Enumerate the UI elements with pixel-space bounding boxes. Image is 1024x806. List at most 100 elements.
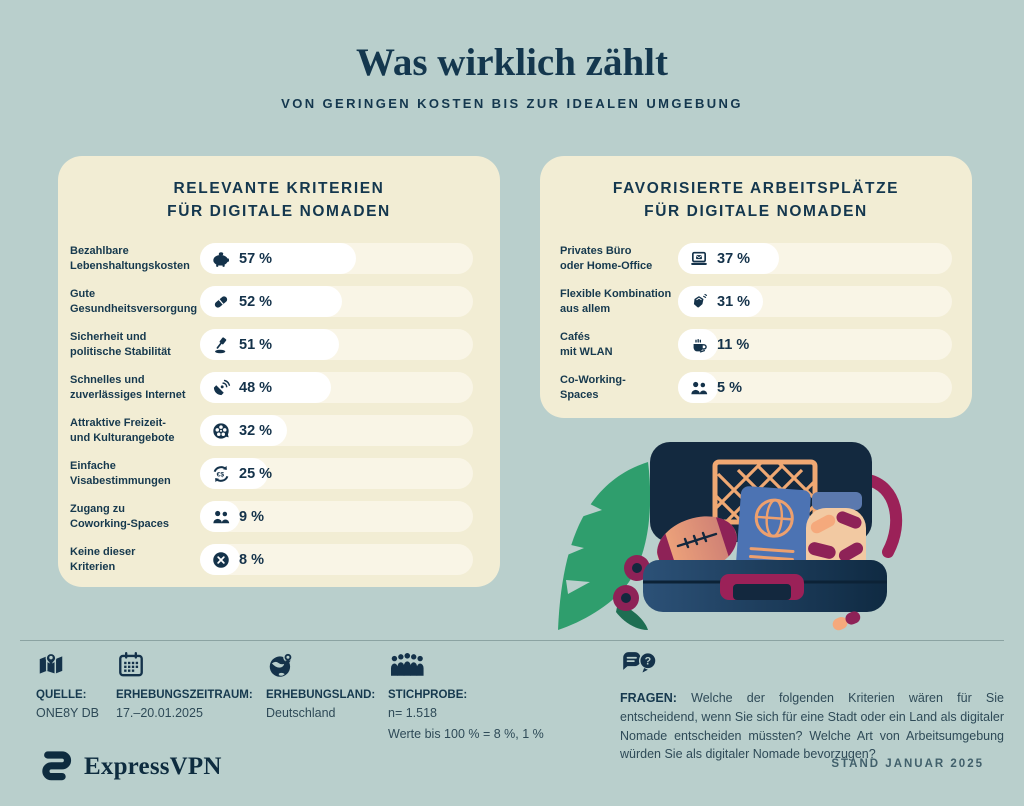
- criteria-panel-title: RELEVANTE KRITERIEN FÜR DIGITALE NOMADEN: [167, 180, 391, 221]
- footer-period: ERHEBUNGSZEITRAUM: 17.–20.01.2025: [116, 650, 253, 722]
- workplace-row: Cafés mit WLAN 11 %: [560, 323, 952, 366]
- criteria-row: Schnelles und zuverlässiges Internet 48 …: [70, 366, 473, 409]
- row-value: 51 %: [239, 336, 273, 353]
- row-value: 37 %: [717, 250, 751, 267]
- criteria-row: Keine dieser Kriterien 8 %: [70, 538, 473, 581]
- row-label: Bezahlbare Lebenshaltungskosten: [70, 244, 190, 272]
- row-value: 48 %: [239, 379, 273, 396]
- row-label: Sicherheit und politische Stabilität: [70, 330, 171, 358]
- criteria-row: Gute Gesundheitsversorgung 52 %: [70, 280, 473, 323]
- country-label: ERHEBUNGSLAND:: [266, 689, 376, 701]
- bar-fill: [200, 501, 240, 532]
- row-label: Zugang zu Coworking-Spaces: [70, 502, 170, 530]
- row-value: 8 %: [239, 551, 264, 568]
- sample-label: STICHPROBE:: [388, 689, 468, 701]
- footer-source: QUELLE: ONE8Y DB: [36, 650, 99, 722]
- footer-divider: [20, 640, 1004, 641]
- row-label: Gute Gesundheitsversorgung: [70, 287, 198, 315]
- bar-track: 5 %: [678, 372, 952, 403]
- questions-text: FRAGEN: Welche der folgenden Kriterien w…: [620, 691, 1004, 762]
- row-label: Attraktive Freizeit- und Kulturangebote: [70, 416, 175, 444]
- source-label: QUELLE:: [36, 689, 87, 701]
- row-label: Privates Büro oder Home-Office: [560, 244, 653, 272]
- bar-fill: [678, 243, 780, 274]
- criteria-row: Sicherheit und politische Stabilität 51 …: [70, 323, 473, 366]
- row-value: 52 %: [239, 293, 273, 310]
- bar-track: 9 %: [200, 501, 473, 532]
- row-value: 5 %: [717, 379, 742, 396]
- stand-date: STAND JANUAR 2025: [831, 758, 984, 770]
- pill-icon: [211, 292, 231, 312]
- criteria-row: Bezahlbare Lebenshaltungskosten 57 %: [70, 237, 473, 280]
- source-value: ONE8Y DB: [36, 706, 99, 720]
- page-subtitle: VON GERINGEN KOSTEN BIS ZUR IDEALEN UMGE…: [281, 96, 743, 111]
- row-value: 9 %: [239, 508, 264, 525]
- row-label: Schnelles und zuverlässiges Internet: [70, 373, 186, 401]
- svg-text:€$: €$: [217, 471, 225, 478]
- people-icon: [211, 507, 231, 527]
- period-value: 17.–20.01.2025: [116, 706, 203, 720]
- row-label: Co-Working- Spaces: [560, 373, 626, 401]
- bar-fill: [678, 286, 763, 317]
- row-label: Einfache Visabestimmungen: [70, 459, 171, 487]
- x-circle-icon: [211, 550, 231, 570]
- coffee-cup-icon: [689, 335, 709, 355]
- bar-track: 57 %: [200, 243, 473, 274]
- suitcase-handle: [720, 574, 804, 600]
- calendar-icon: [116, 650, 253, 680]
- bar-track: 32 %: [200, 415, 473, 446]
- row-value: 57 %: [239, 250, 273, 267]
- handshake-icon: [689, 292, 709, 312]
- bar-track: 31 %: [678, 286, 952, 317]
- crowd-icon: [388, 650, 544, 680]
- row-value: 11 %: [717, 336, 750, 353]
- row-label: Keine dieser Kriterien: [70, 545, 136, 573]
- bar-track: 11 %: [678, 329, 952, 360]
- bar-track: €$ 25 %: [200, 458, 473, 489]
- bar-fill: [200, 329, 340, 360]
- row-value: 31 %: [717, 293, 751, 310]
- bar-track: 8 %: [200, 544, 473, 575]
- footer-sample: STICHPROBE: n= 1.518 Werte bis 100 % = 8…: [388, 650, 544, 743]
- bar-track: 52 %: [200, 286, 473, 317]
- sample-value-1: n= 1.518: [388, 706, 438, 720]
- bar-track: 51 %: [200, 329, 473, 360]
- footer-questions: ? FRAGEN: Welche der folgenden Kriterien…: [620, 650, 1004, 764]
- workplace-row: Privates Büro oder Home-Office 37 %: [560, 237, 952, 280]
- bar-track: 37 %: [678, 243, 952, 274]
- bar-track: 48 %: [200, 372, 473, 403]
- svg-text:?: ?: [645, 656, 652, 668]
- globe-pin-icon: [266, 650, 375, 680]
- criteria-row: Zugang zu Coworking-Spaces 9 %: [70, 495, 473, 538]
- suitcase-strap: [862, 474, 903, 558]
- film-reel-icon: [211, 421, 231, 441]
- criteria-row: Einfache Visabestimmungen €$ 25 %: [70, 452, 473, 495]
- workplaces-panel: FAVORISIERTE ARBEITSPLÄTZE FÜR DIGITALE …: [540, 156, 972, 418]
- footer-country: ERHEBUNGSLAND: Deutschland: [266, 650, 375, 722]
- workplaces-panel-title: FAVORISIERTE ARBEITSPLÄTZE FÜR DIGITALE …: [612, 180, 900, 221]
- suitcase-illustration: [558, 442, 903, 631]
- period-label: ERHEBUNGSZEITRAUM:: [116, 689, 253, 701]
- questions-label: FRAGEN:: [620, 691, 677, 705]
- loose-capsule: [832, 611, 861, 631]
- page-title: Was wirklich zählt: [355, 41, 669, 84]
- currency-exchange-icon: €$: [211, 464, 231, 484]
- laptop-icon: [689, 249, 709, 269]
- map-icon: [36, 650, 99, 680]
- satellite-dish-icon: [211, 378, 231, 398]
- row-label: Cafés mit WLAN: [560, 330, 613, 358]
- chat-question-icon: ?: [620, 650, 1004, 680]
- expressvpn-logo-icon: [34, 746, 74, 787]
- workplace-row: Co-Working- Spaces 5 %: [560, 366, 952, 409]
- criteria-row: Attraktive Freizeit- und Kulturangebote …: [70, 409, 473, 452]
- suitcase-base: [643, 560, 887, 612]
- row-value: 32 %: [239, 422, 273, 439]
- brand-logo: ExpressVPN: [34, 746, 222, 787]
- brand-wordmark: ExpressVPN: [84, 752, 222, 780]
- workplace-row: Flexible Kombination aus allem 31 %: [560, 280, 952, 323]
- country-value: Deutschland: [266, 706, 336, 720]
- gavel-icon: [211, 335, 231, 355]
- row-label: Flexible Kombination aus allem: [560, 287, 672, 315]
- bar-fill: [200, 458, 269, 489]
